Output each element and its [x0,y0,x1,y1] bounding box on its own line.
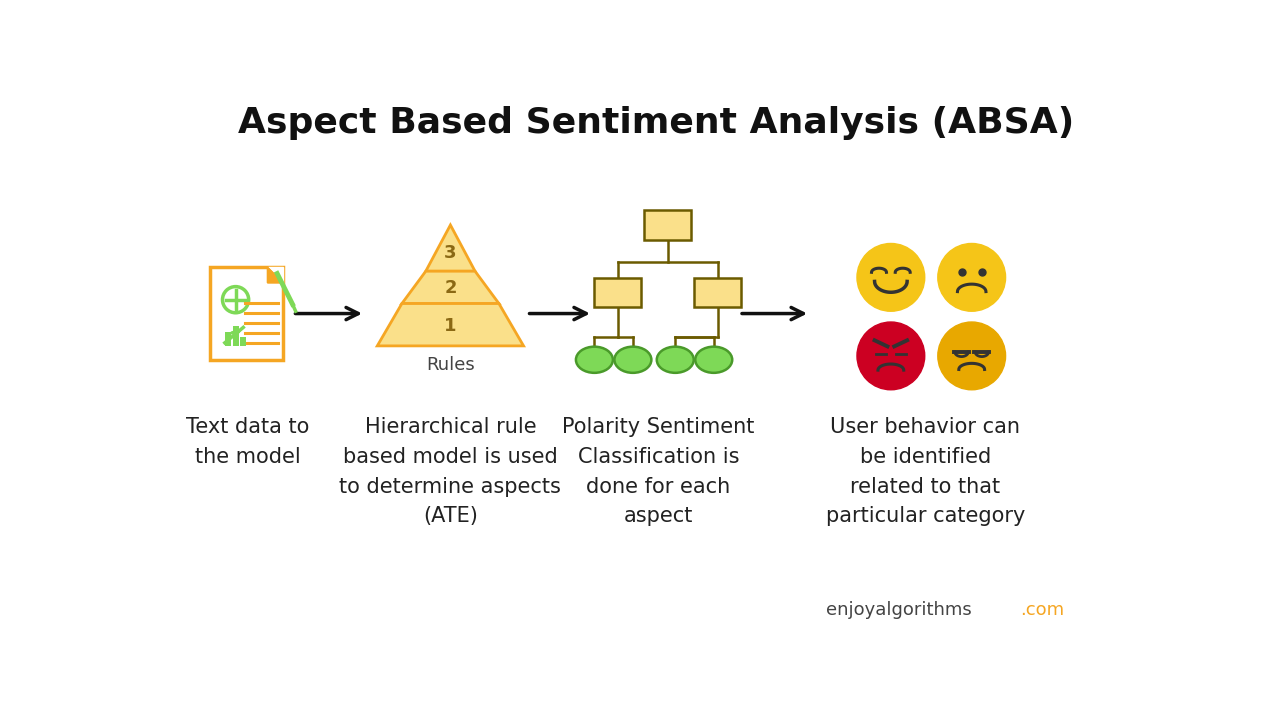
Bar [241,337,246,346]
Bar [225,332,230,346]
Ellipse shape [614,346,652,373]
Polygon shape [426,225,475,271]
Circle shape [858,322,924,390]
Polygon shape [268,267,283,283]
Text: Aspect Based Sentiment Analysis (ABSA): Aspect Based Sentiment Analysis (ABSA) [238,107,1074,140]
Bar [644,210,691,240]
Polygon shape [268,267,283,283]
Ellipse shape [657,346,694,373]
Text: .com: .com [1020,601,1064,619]
Circle shape [858,243,924,311]
Text: 3: 3 [444,245,457,263]
Bar [594,278,641,307]
Polygon shape [402,271,499,304]
Circle shape [938,243,1006,311]
Ellipse shape [695,346,732,373]
Polygon shape [378,304,524,346]
Text: 1: 1 [444,317,457,335]
Polygon shape [268,267,283,283]
Bar [210,267,283,360]
Text: User behavior can
be identified
related to that
particular category: User behavior can be identified related … [826,418,1025,526]
Text: Rules: Rules [426,356,475,374]
Bar [233,326,238,346]
Text: Polarity Sentiment
Classification is
done for each
aspect: Polarity Sentiment Classification is don… [562,418,754,526]
Ellipse shape [576,346,613,373]
Text: Hierarchical rule
based model is used
to determine aspects
(ATE): Hierarchical rule based model is used to… [339,418,562,526]
Circle shape [938,322,1006,390]
Text: enjoyalgorithms: enjoyalgorithms [826,601,972,619]
Text: 2: 2 [444,279,457,297]
Text: Text data to
the model: Text data to the model [186,418,310,467]
Bar [694,278,741,307]
